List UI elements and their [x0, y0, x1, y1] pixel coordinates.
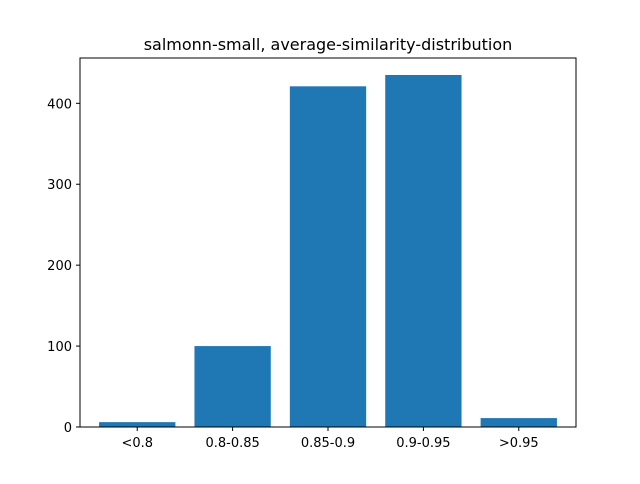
x-tick-label: 0.85-0.9	[301, 436, 355, 451]
x-tick-label: <0.8	[121, 436, 153, 451]
y-tick-label: 0	[64, 421, 72, 436]
y-tick-label: 300	[47, 178, 72, 193]
x-tick-label: >0.95	[499, 436, 539, 451]
x-tick-label: 0.8-0.85	[205, 436, 259, 451]
bar-0	[99, 422, 176, 427]
y-tick-label: 100	[47, 340, 72, 355]
plot-frame	[79, 57, 577, 428]
bar-4	[480, 418, 557, 427]
bar-3	[385, 74, 462, 428]
y-axis: 0 100 200 300 400	[47, 97, 80, 436]
bar-1	[194, 346, 271, 427]
x-tick-label: 0.9-0.95	[396, 436, 450, 451]
bars-group	[99, 74, 557, 428]
x-axis: <0.8 0.8-0.85 0.85-0.9 0.9-0.95 >0.95	[121, 427, 539, 451]
bar-2	[289, 86, 367, 427]
y-tick-label: 400	[47, 97, 72, 112]
chart-title: salmonn-small, average-similarity-distri…	[144, 35, 513, 54]
y-tick-label: 200	[47, 259, 72, 274]
